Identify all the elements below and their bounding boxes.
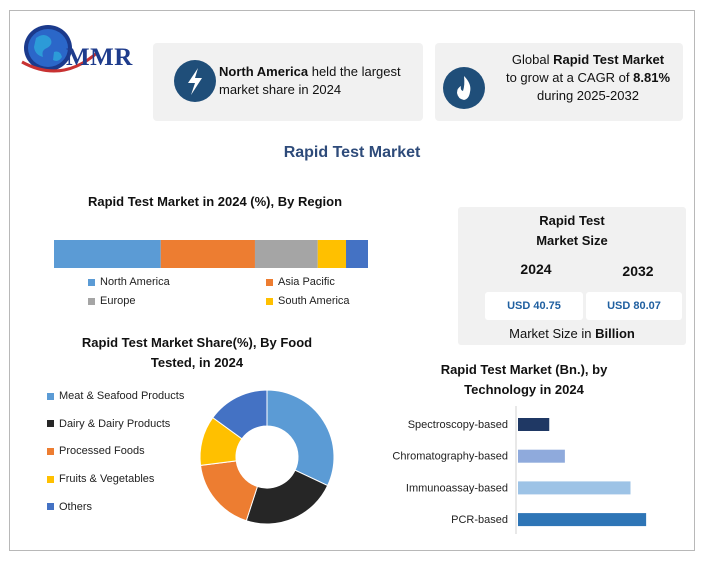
value-2024: USD 40.75 bbox=[485, 292, 583, 320]
legend-europe: Europe bbox=[88, 295, 135, 307]
donut-slice-0 bbox=[266, 389, 335, 487]
region-chart-title: Rapid Test Market in 2024 (%), By Region bbox=[87, 194, 343, 209]
region-segment-3 bbox=[317, 240, 347, 268]
region-segment-2 bbox=[254, 240, 318, 268]
region-highlight: North America bbox=[219, 64, 309, 79]
food-donut-chart bbox=[199, 389, 335, 525]
tech-category-label: PCR-based bbox=[451, 514, 508, 526]
tech-chart-title: Rapid Test Market (Bn.), by Technology i… bbox=[440, 362, 608, 397]
legend-label: North America bbox=[100, 276, 170, 288]
lightning-icon bbox=[174, 60, 216, 102]
tech-category-label: Immunoassay-based bbox=[406, 482, 508, 494]
year-2032: 2032 bbox=[622, 263, 654, 279]
market-size-title: Rapid Test Market Size bbox=[458, 211, 686, 251]
legend-label: Europe bbox=[100, 295, 136, 307]
donut-slice-2 bbox=[199, 460, 259, 522]
flame-icon bbox=[443, 67, 485, 109]
insight-card-cagr: Global Rapid Test Market to grow at a CA… bbox=[435, 43, 683, 121]
food-legend-item: Meat & Seafood Products bbox=[47, 390, 184, 402]
outer-frame bbox=[9, 10, 695, 551]
food-legend-label: Others bbox=[59, 500, 93, 513]
tech-category-label: Chromatography-based bbox=[392, 451, 508, 463]
tech-bar-chart: Spectroscopy-based Chromatography-based Im… bbox=[392, 406, 647, 534]
value-2032: USD 80.07 bbox=[586, 292, 682, 320]
donut-slice-4 bbox=[212, 389, 268, 440]
insight-card-region: North America held the largest market sh… bbox=[153, 43, 423, 121]
tech-category-label: Spectroscopy-based bbox=[408, 419, 508, 431]
donut-slice-1 bbox=[245, 469, 329, 525]
logo-text: MMR bbox=[66, 44, 133, 71]
tech-bar-0 bbox=[518, 418, 550, 431]
region-insight-rest: held the largest market share in 2024 bbox=[219, 64, 401, 97]
cagr-value: 8.81% bbox=[633, 70, 671, 85]
region-segment-0 bbox=[54, 240, 161, 268]
cagr-line1-b: Rapid Test Market bbox=[553, 52, 665, 67]
food-legend-label: Processed Foods bbox=[59, 445, 145, 458]
unit-prefix: Market Size in bbox=[509, 326, 596, 341]
legend-label: Asia Pacific bbox=[278, 276, 335, 288]
year-2024: 2024 bbox=[520, 261, 552, 277]
food-legend-item: Processed Foods bbox=[47, 445, 145, 457]
cagr-line1-a: Global bbox=[511, 52, 554, 67]
region-insight-text: North America held the largest market sh… bbox=[219, 63, 419, 99]
unit-value: Billion bbox=[595, 326, 635, 341]
food-legend-item: Dairy & Dairy Products bbox=[47, 418, 170, 430]
market-size-panel: Rapid Test Market Size 2024 2032 USD 40.… bbox=[458, 207, 686, 345]
food-legend-item: Fruits & Vegetables bbox=[47, 473, 154, 485]
tech-bar-2 bbox=[518, 481, 631, 495]
region-segment-1 bbox=[160, 240, 255, 268]
food-chart-title: Rapid Test Market Share(%), By Food Test… bbox=[81, 335, 313, 370]
legend-south-america: South America bbox=[266, 295, 350, 307]
cagr-line2-a: to grow at a CAGR of bbox=[505, 70, 634, 85]
market-size-unit: Market Size in Billion bbox=[458, 326, 686, 341]
page-title: Rapid Test Market bbox=[283, 144, 421, 161]
legend-north-america: North America bbox=[88, 276, 170, 288]
tech-bar-1 bbox=[518, 449, 565, 463]
market-size-title-2: Market Size bbox=[536, 233, 608, 248]
food-legend-label: Meat & Seafood Products bbox=[59, 390, 185, 402]
market-size-title-1: Rapid Test bbox=[539, 213, 605, 228]
food-legend-label: Fruits & Vegetables bbox=[59, 473, 155, 486]
region-stacked-bar bbox=[54, 240, 368, 268]
legend-asia-pacific: Asia Pacific bbox=[266, 276, 335, 288]
region-segment-4 bbox=[346, 240, 368, 268]
mmr-logo bbox=[21, 25, 99, 73]
food-legend-label: Dairy & Dairy Products bbox=[59, 417, 171, 430]
cagr-insight-text: Global Rapid Test Market to grow at a CA… bbox=[497, 51, 679, 105]
cagr-period: during 2025-2032 bbox=[537, 88, 639, 103]
tech-bar-3 bbox=[518, 513, 647, 527]
legend-label: South America bbox=[278, 295, 350, 307]
food-legend-item: Others bbox=[47, 501, 92, 513]
